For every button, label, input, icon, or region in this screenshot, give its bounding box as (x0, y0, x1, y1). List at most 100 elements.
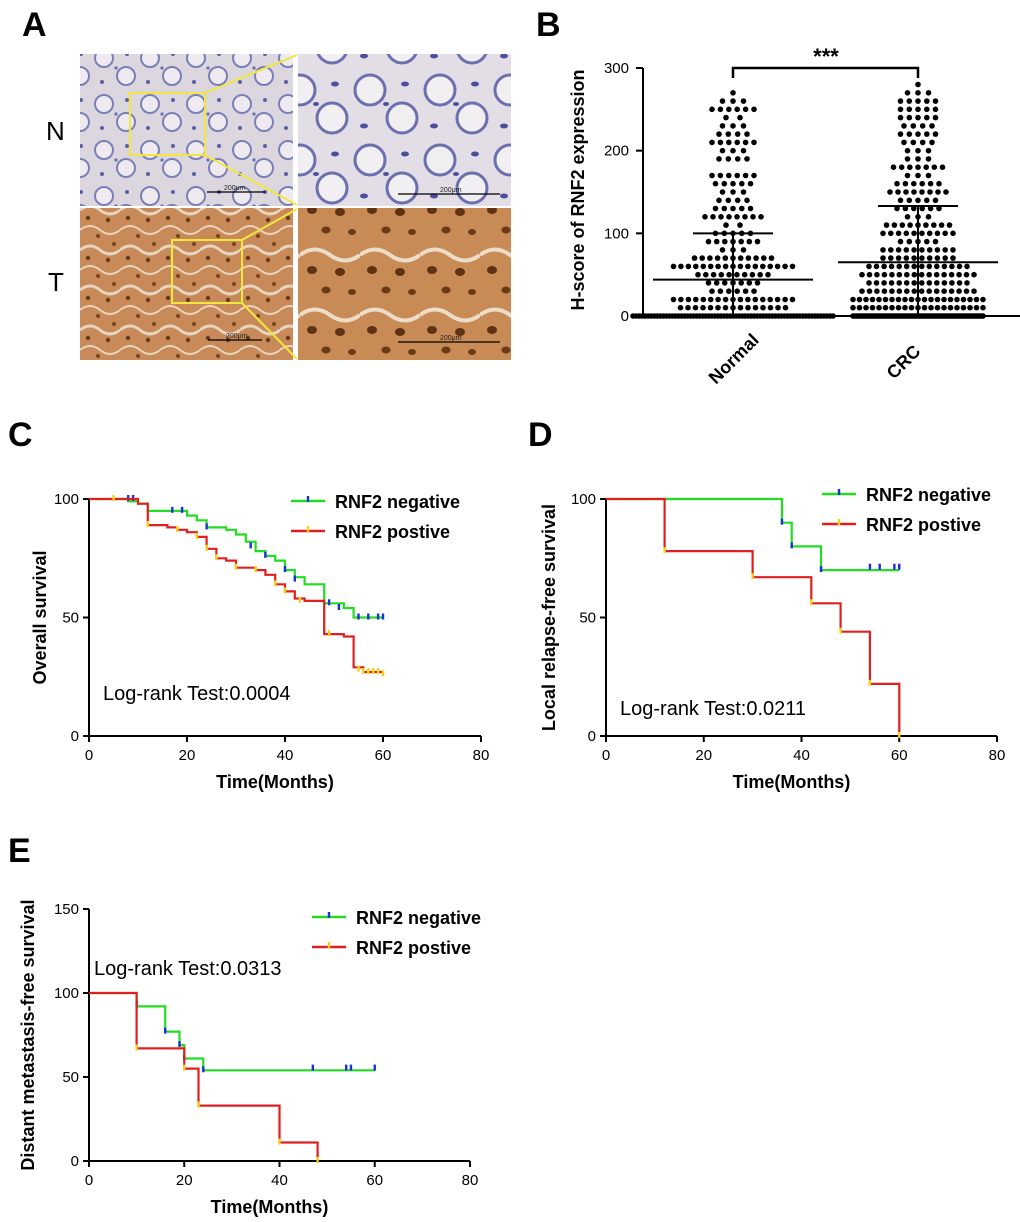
data-point (888, 263, 895, 270)
data-point (740, 147, 747, 154)
data-point (745, 304, 751, 311)
data-point (971, 271, 977, 278)
data-point (924, 197, 930, 204)
data-point (946, 222, 953, 228)
data-point (896, 271, 903, 278)
data-point (758, 214, 764, 220)
data-point (895, 230, 902, 237)
data-point (926, 271, 932, 278)
significance-bracket (731, 66, 920, 78)
x-tick-label: 20 (695, 747, 712, 764)
data-point (936, 205, 942, 212)
data-point (734, 197, 741, 204)
data-point (703, 271, 709, 278)
data-point (919, 280, 925, 286)
legend-label: RNF2 postive (356, 938, 471, 958)
y-tick-label: 50 (579, 610, 596, 627)
data-point (734, 271, 740, 278)
data-point (950, 247, 956, 253)
data-point (730, 123, 736, 129)
data-point (730, 189, 736, 195)
data-point (717, 288, 724, 295)
data-point (942, 230, 948, 237)
data-point (774, 263, 781, 270)
data-point (737, 255, 744, 261)
data-point (915, 197, 921, 204)
data-point (927, 205, 934, 212)
data-point (726, 288, 732, 295)
data-point (934, 255, 941, 261)
data-point (859, 288, 865, 295)
data-point (730, 180, 736, 187)
x-tick-label: 20 (176, 1172, 193, 1189)
data-point (924, 131, 930, 137)
data-point (726, 214, 732, 220)
data-point (896, 288, 903, 295)
data-point (980, 304, 986, 311)
data-point (709, 139, 715, 146)
data-point (919, 139, 926, 146)
data-point (678, 296, 684, 303)
data-point (915, 106, 921, 113)
data-point (768, 255, 775, 261)
data-point (941, 304, 947, 311)
data-point (964, 263, 970, 270)
row-label-tumor: T (48, 267, 64, 297)
panel-label-e: E (8, 832, 31, 870)
data-point (925, 172, 932, 179)
legend-label: RNF2 negative (335, 492, 460, 512)
data-point (880, 247, 886, 253)
data-point (934, 304, 941, 311)
data-point (722, 238, 728, 245)
data-point (880, 255, 886, 261)
data-point (721, 205, 728, 212)
tumor-zoom-line-bottom (241, 302, 298, 360)
data-point (744, 131, 750, 137)
data-point (705, 238, 712, 245)
survival-curve (89, 497, 383, 619)
scale-label: 200μm (440, 335, 462, 342)
data-point (713, 280, 720, 286)
data-point (745, 255, 752, 261)
data-point (918, 271, 925, 278)
data-point (869, 296, 876, 303)
panel-label-b: B (536, 6, 561, 44)
data-point (915, 147, 921, 154)
data-point (924, 114, 930, 121)
normal-zoom-line-bottom (204, 154, 298, 206)
data-point (716, 197, 722, 204)
data-point (693, 263, 699, 270)
logrank-annotation: Log-rank Test:0.0004 (103, 683, 291, 705)
data-point (897, 98, 904, 104)
significance-stars: *** (813, 44, 839, 69)
data-point (859, 271, 865, 278)
data-point (926, 230, 933, 237)
data-point (726, 139, 732, 146)
data-point (881, 288, 888, 295)
data-point (692, 304, 699, 311)
data-point (718, 214, 724, 220)
y-tick-label: 50 (62, 1069, 79, 1086)
data-point (925, 147, 932, 154)
data-point (931, 222, 937, 228)
data-point (897, 131, 904, 137)
data-point (956, 263, 963, 270)
data-point (717, 172, 724, 179)
data-point (742, 172, 749, 179)
data-point (941, 263, 948, 270)
data-point (919, 205, 925, 212)
data-point (895, 247, 902, 253)
data-point (926, 247, 933, 253)
data-point (752, 263, 759, 270)
data-point (934, 247, 941, 253)
data-point (941, 271, 947, 278)
legend-label: RNF2 negative (356, 908, 481, 928)
data-point (715, 304, 721, 311)
x-category-label: Normal (705, 330, 763, 388)
data-point (782, 296, 788, 303)
data-point (941, 288, 947, 295)
data-point (895, 296, 902, 303)
data-point (934, 263, 940, 270)
data-point (738, 238, 744, 245)
data-point (904, 172, 911, 179)
